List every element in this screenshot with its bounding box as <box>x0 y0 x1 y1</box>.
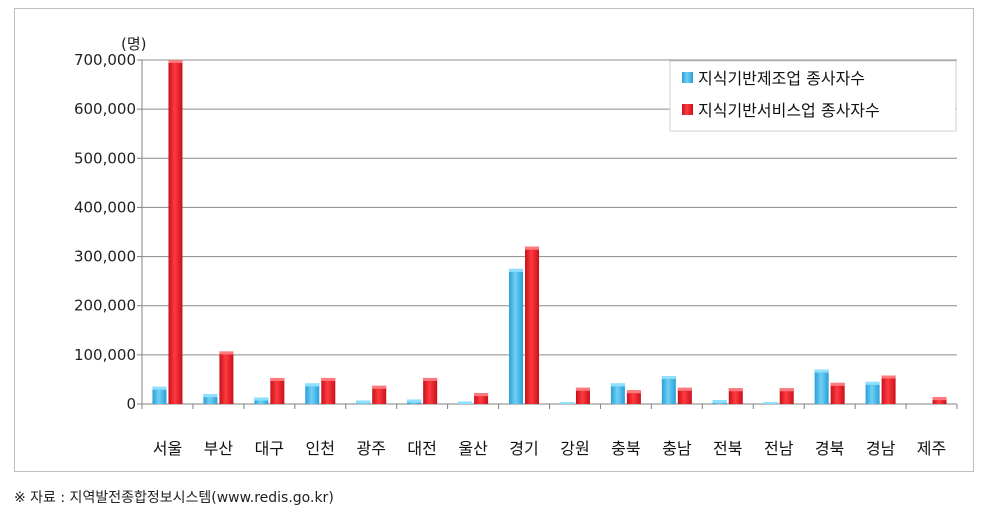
bar-cap <box>270 377 285 381</box>
x-tick-label: 전남 <box>764 439 794 458</box>
y-unit-label: (명) <box>121 35 147 53</box>
bar-cap <box>168 60 183 63</box>
bar-service <box>270 377 285 404</box>
x-tick-label: 인천 <box>306 439 335 458</box>
bar-service <box>626 390 641 404</box>
x-tick-label: 강원 <box>560 439 589 458</box>
x-tick-labels: 서울 부산 대구 인천 광주 대전 울산 경기 강원 충북 충남 전북 전남 경북 경남 제주 <box>153 439 947 458</box>
x-tick-label: 제주 <box>917 439 946 458</box>
bar-manufacturing <box>865 381 880 404</box>
bar-service <box>168 60 183 404</box>
bar-cap <box>423 377 438 381</box>
bar-service <box>779 388 794 404</box>
bars <box>152 60 947 404</box>
legend-label-manufacturing: 지식기반제조업 종사자수 <box>698 69 865 88</box>
bar-service <box>525 246 540 404</box>
x-tick-label: 울산 <box>458 439 488 458</box>
x-tick-label: 서울 <box>153 439 182 458</box>
bar-cap <box>712 400 727 404</box>
bar-service <box>728 388 743 404</box>
legend-box <box>669 60 957 132</box>
bar-service <box>677 387 692 404</box>
bar-cap <box>814 369 829 373</box>
bar-cap <box>458 401 473 404</box>
bar-service <box>321 377 336 404</box>
y-tick-label: 700,000 <box>74 51 136 69</box>
y-tick-label: 500,000 <box>74 149 136 167</box>
bar-cap <box>661 375 676 379</box>
bar-service <box>932 397 947 404</box>
bar-manufacturing <box>610 383 625 404</box>
bar-cap <box>509 268 524 272</box>
bar-cap <box>559 402 574 404</box>
y-tick-label: 200,000 <box>74 297 136 315</box>
bar-service <box>423 377 438 404</box>
bar-service <box>881 375 896 404</box>
legend-label-service: 지식기반서비스업 종사자수 <box>698 101 880 120</box>
bar-cap <box>830 382 845 386</box>
bar-manufacturing <box>305 383 320 404</box>
bar-service <box>474 393 489 404</box>
bar-cap <box>626 390 641 394</box>
x-tick-label: 부산 <box>204 439 234 458</box>
bar-service <box>575 387 590 404</box>
x-tick-label: 대전 <box>407 439 436 458</box>
x-tick-label: 대구 <box>255 439 284 458</box>
x-tick-label: 충북 <box>611 439 640 458</box>
bar-cap <box>219 351 234 355</box>
bar-cap <box>865 381 880 385</box>
bar-cap <box>254 397 269 401</box>
bar-cap <box>474 393 489 397</box>
bar-cap <box>881 375 896 379</box>
bar-manufacturing <box>152 386 167 404</box>
bar-manufacturing <box>203 394 218 404</box>
chart-frame: (명) 0 100,000 200,000 300,000 400,000 500,000… <box>14 8 974 472</box>
x-tick-label: 경남 <box>866 439 896 458</box>
y-tick-label: 400,000 <box>74 198 136 216</box>
y-tick-label: 100,000 <box>74 346 136 364</box>
bar-cap <box>372 385 387 389</box>
bar-cap <box>779 388 794 392</box>
bar-manufacturing <box>661 375 676 404</box>
bar-cap <box>407 399 422 403</box>
bar-cap <box>152 386 167 390</box>
bar-manufacturing <box>814 369 829 404</box>
legend: 지식기반제조업 종사자수 지식기반서비스업 종사자수 <box>669 60 957 132</box>
bar-service <box>219 351 234 404</box>
x-tick-label: 경기 <box>509 439 538 458</box>
bar-manufacturing <box>254 397 269 404</box>
bar-cap <box>525 246 540 250</box>
y-tick-label: 300,000 <box>74 248 136 266</box>
bar-cap <box>677 387 692 391</box>
y-tick-labels: 0 100,000 200,000 300,000 400,000 500,000 600,… <box>74 51 136 413</box>
x-tick-label: 광주 <box>356 439 385 458</box>
bar-cap <box>203 394 218 398</box>
bar-service <box>830 382 845 404</box>
x-tick-label: 전북 <box>713 439 742 458</box>
legend-swatch-service <box>682 104 693 115</box>
bar-chart: (명) 0 100,000 200,000 300,000 400,000 500,000… <box>74 35 958 458</box>
x-tick-label: 경북 <box>815 439 844 458</box>
bar-cap <box>321 377 336 381</box>
y-tick-label: 0 <box>126 395 136 413</box>
bar-cap <box>610 383 625 387</box>
bar-cap <box>728 388 743 392</box>
legend-swatch-manufacturing <box>682 72 693 83</box>
bar-cap <box>356 400 371 404</box>
bar-service <box>372 385 387 404</box>
bar-cap <box>932 397 947 401</box>
bar-cap <box>763 402 778 404</box>
bar-cap <box>305 383 320 387</box>
x-tick-label: 충남 <box>662 439 692 458</box>
bar-manufacturing <box>509 268 524 404</box>
bar-cap <box>575 387 590 391</box>
grid-layer <box>137 59 958 409</box>
source-note: ※ 자료 : 지역발전종합정보시스템(www.redis.go.kr) <box>14 490 334 506</box>
y-tick-label: 600,000 <box>74 100 136 118</box>
